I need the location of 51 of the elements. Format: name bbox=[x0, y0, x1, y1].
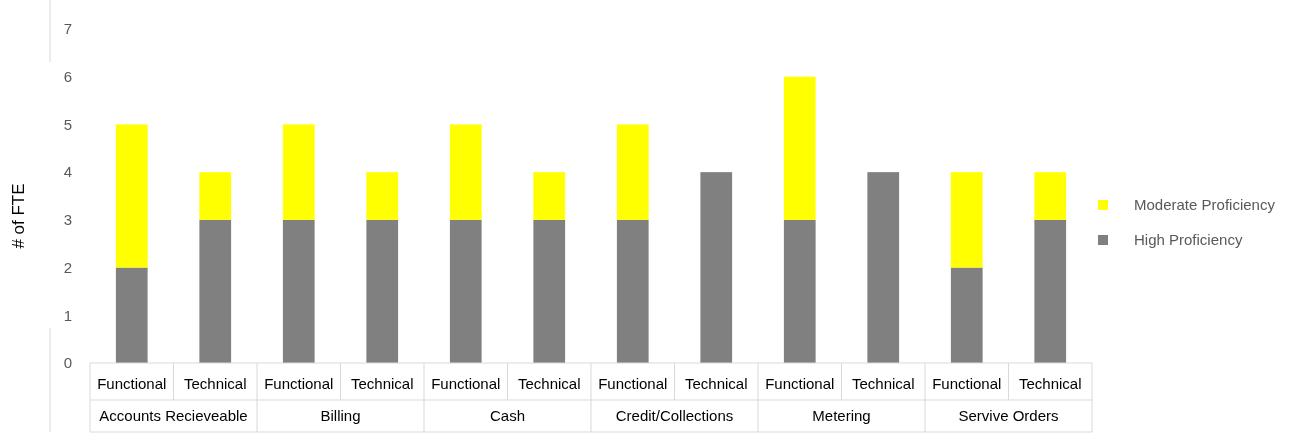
bar bbox=[115, 267, 148, 363]
bar bbox=[1034, 172, 1067, 220]
x-tick-label: Functional bbox=[932, 375, 1002, 393]
bar bbox=[282, 124, 315, 220]
x-tick-label: Technical bbox=[350, 375, 414, 393]
bar bbox=[783, 219, 816, 363]
y-tick-label: 6 bbox=[63, 67, 72, 85]
x-tick-label: Technical bbox=[183, 375, 247, 393]
x-tick-label: Technical bbox=[684, 375, 748, 393]
bar bbox=[449, 124, 482, 220]
bar bbox=[616, 124, 649, 220]
bar bbox=[366, 219, 399, 363]
x-tick-label: Functional bbox=[431, 375, 501, 393]
bar bbox=[533, 172, 566, 220]
y-tick-label: 2 bbox=[63, 258, 72, 276]
y-axis-title: # of FTE bbox=[9, 183, 28, 249]
text: Billing bbox=[320, 407, 361, 425]
text: Credit/Collections bbox=[615, 407, 734, 425]
y-tick-label: 0 bbox=[63, 354, 72, 372]
bar bbox=[199, 172, 232, 220]
text: Accounts Recieveable bbox=[99, 407, 248, 425]
bar bbox=[533, 219, 566, 363]
y-tick-label: 4 bbox=[63, 163, 72, 181]
bar bbox=[449, 219, 482, 363]
x-tick-label: Functional bbox=[264, 375, 334, 393]
text: Servive Orders bbox=[958, 407, 1059, 425]
x-tick-label: Technical bbox=[517, 375, 581, 393]
x-tick-label: Functional bbox=[598, 375, 668, 393]
bar bbox=[950, 267, 983, 363]
y-tick-label: 7 bbox=[63, 20, 72, 38]
text: Cash bbox=[489, 407, 526, 425]
legend-label: Moderate Proficiency bbox=[1134, 196, 1276, 214]
y-tick-label: 5 bbox=[63, 115, 72, 133]
y-tick-label: 1 bbox=[63, 306, 72, 324]
text: Metering bbox=[812, 407, 871, 425]
bar bbox=[616, 219, 649, 363]
x-tick-label: Technical bbox=[851, 375, 915, 393]
bar bbox=[282, 219, 315, 363]
bar bbox=[700, 172, 733, 363]
x-tick-label: Functional bbox=[97, 375, 167, 393]
bar bbox=[366, 172, 399, 220]
bar bbox=[1034, 219, 1067, 363]
y-tick-label: 3 bbox=[63, 211, 72, 229]
bar bbox=[867, 172, 900, 363]
bar bbox=[950, 172, 983, 268]
bar bbox=[115, 124, 148, 268]
legend-label: High Proficiency bbox=[1134, 231, 1243, 249]
bar bbox=[783, 76, 816, 220]
bar bbox=[199, 219, 232, 363]
x-tick-label: Technical bbox=[1018, 375, 1082, 393]
x-tick-label: Functional bbox=[765, 375, 835, 393]
